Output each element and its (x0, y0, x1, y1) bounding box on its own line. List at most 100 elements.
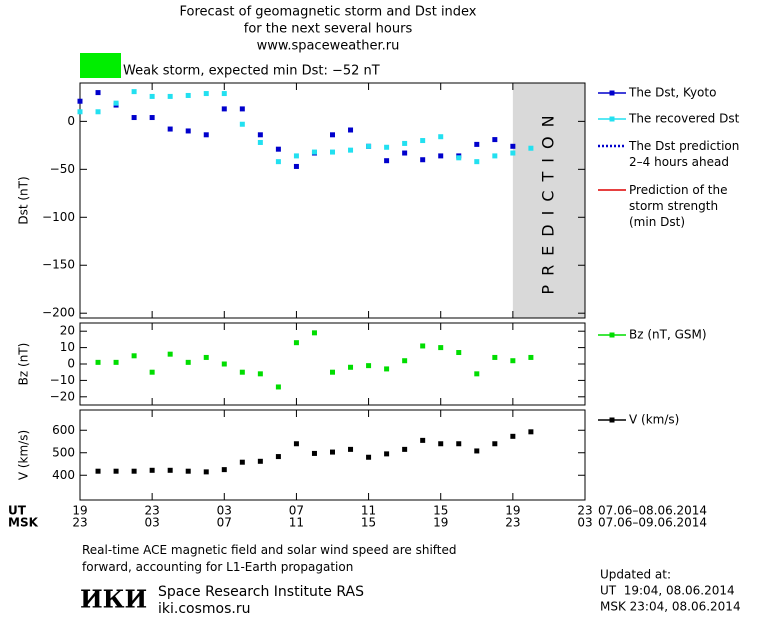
series-marker (185, 468, 191, 474)
series-marker (456, 441, 462, 447)
msk-label: MSK (8, 516, 39, 530)
note: Real-time ACE magnetic field and solar w… (82, 543, 457, 574)
series-marker (348, 147, 354, 153)
series-marker (257, 371, 263, 377)
series-marker (402, 358, 408, 364)
series-marker (149, 369, 155, 375)
legend-marker (609, 90, 615, 96)
series-marker (492, 441, 498, 447)
x-tick-label: 23 (577, 504, 592, 518)
series-marker (275, 146, 281, 152)
series-marker (167, 93, 173, 99)
series-marker (528, 429, 534, 435)
series-marker (221, 106, 227, 112)
series-marker (203, 354, 209, 360)
series-marker (438, 134, 444, 140)
series-marker (275, 454, 281, 460)
series-marker (167, 126, 173, 132)
series-marker (239, 121, 245, 127)
x-tick-label-msk: 19 (433, 516, 448, 530)
series-marker (330, 369, 335, 375)
series-marker (203, 132, 209, 138)
ut-label: UT (8, 504, 27, 518)
series-marker (131, 115, 137, 121)
series-marker (348, 127, 354, 133)
series-marker (510, 150, 516, 156)
legend-label: The recovered Dst (628, 112, 740, 126)
x-tick-label: 19 (72, 504, 87, 518)
series-marker (474, 141, 480, 147)
series-marker (384, 158, 390, 164)
series-marker (311, 149, 317, 155)
series-marker (203, 91, 209, 97)
series-marker (131, 353, 137, 359)
series-marker (456, 155, 462, 161)
institute-name: Space Research Institute RAS (158, 584, 364, 600)
title-line: www.spaceweather.ru (257, 39, 400, 54)
series-marker (185, 359, 191, 365)
legend-marker (609, 332, 615, 338)
x-tick-label-msk: 23 (72, 516, 87, 530)
series-marker (420, 343, 426, 349)
series-marker (293, 163, 299, 169)
y-tick-label: 500 (52, 445, 75, 459)
x-tick-label-msk: 07 (217, 516, 232, 530)
series-marker (185, 128, 191, 134)
series-marker (510, 358, 516, 364)
series-marker (185, 92, 191, 98)
y-tick-label: 400 (52, 468, 75, 482)
series-marker (221, 467, 227, 473)
series-marker (402, 140, 408, 146)
series-marker (95, 468, 101, 474)
series-marker (402, 446, 408, 452)
series-marker (474, 371, 480, 377)
series-marker (420, 437, 426, 443)
y-tick-label: −20 (50, 389, 75, 403)
x-tick-label-msk: 11 (289, 516, 304, 530)
series-marker (257, 139, 263, 145)
series-marker (275, 159, 281, 165)
series-marker (239, 106, 245, 112)
prediction-label: PREDICTION (538, 106, 557, 294)
y-axis-label: Bz (nT) (17, 343, 31, 386)
series-marker (474, 159, 480, 165)
x-tick-label: 23 (145, 504, 160, 518)
y-tick-label: −100 (42, 210, 75, 224)
legend-label: Bz (nT, GSM) (629, 328, 707, 342)
series-marker (221, 91, 227, 97)
series-marker (384, 144, 390, 150)
plot-frame (79, 82, 586, 319)
series-marker (384, 366, 390, 372)
legend-marker (609, 116, 615, 122)
series-marker (113, 359, 119, 365)
series-marker (203, 469, 209, 475)
series-marker (402, 150, 408, 156)
series-marker (474, 448, 480, 454)
series-marker (293, 153, 299, 159)
series-marker (492, 153, 498, 159)
series-marker (239, 459, 245, 465)
updated: UT 19:04, 08.06.2014 (600, 584, 735, 598)
series-marker (77, 109, 83, 115)
updated: Updated at: (600, 568, 671, 582)
series-marker (293, 340, 299, 346)
x-tick-label: 07 (289, 504, 304, 518)
series-marker (330, 149, 335, 155)
plot-frame (79, 322, 586, 406)
series-marker (366, 454, 372, 460)
title-line: Forecast of geomagnetic storm and Dst in… (179, 5, 476, 20)
series-marker (149, 467, 155, 473)
y-tick-label: 20 (60, 324, 75, 338)
series-marker (330, 449, 335, 455)
series-marker (95, 90, 101, 96)
series-marker (438, 153, 444, 159)
x-tick-label: 03 (217, 504, 232, 518)
y-axis-label: Dst (nT) (17, 176, 31, 224)
series-marker (77, 98, 83, 104)
series-marker (456, 350, 462, 356)
series-marker (131, 89, 137, 95)
series-marker (257, 458, 263, 464)
series-marker (366, 143, 372, 149)
y-tick-label: −10 (50, 373, 75, 387)
